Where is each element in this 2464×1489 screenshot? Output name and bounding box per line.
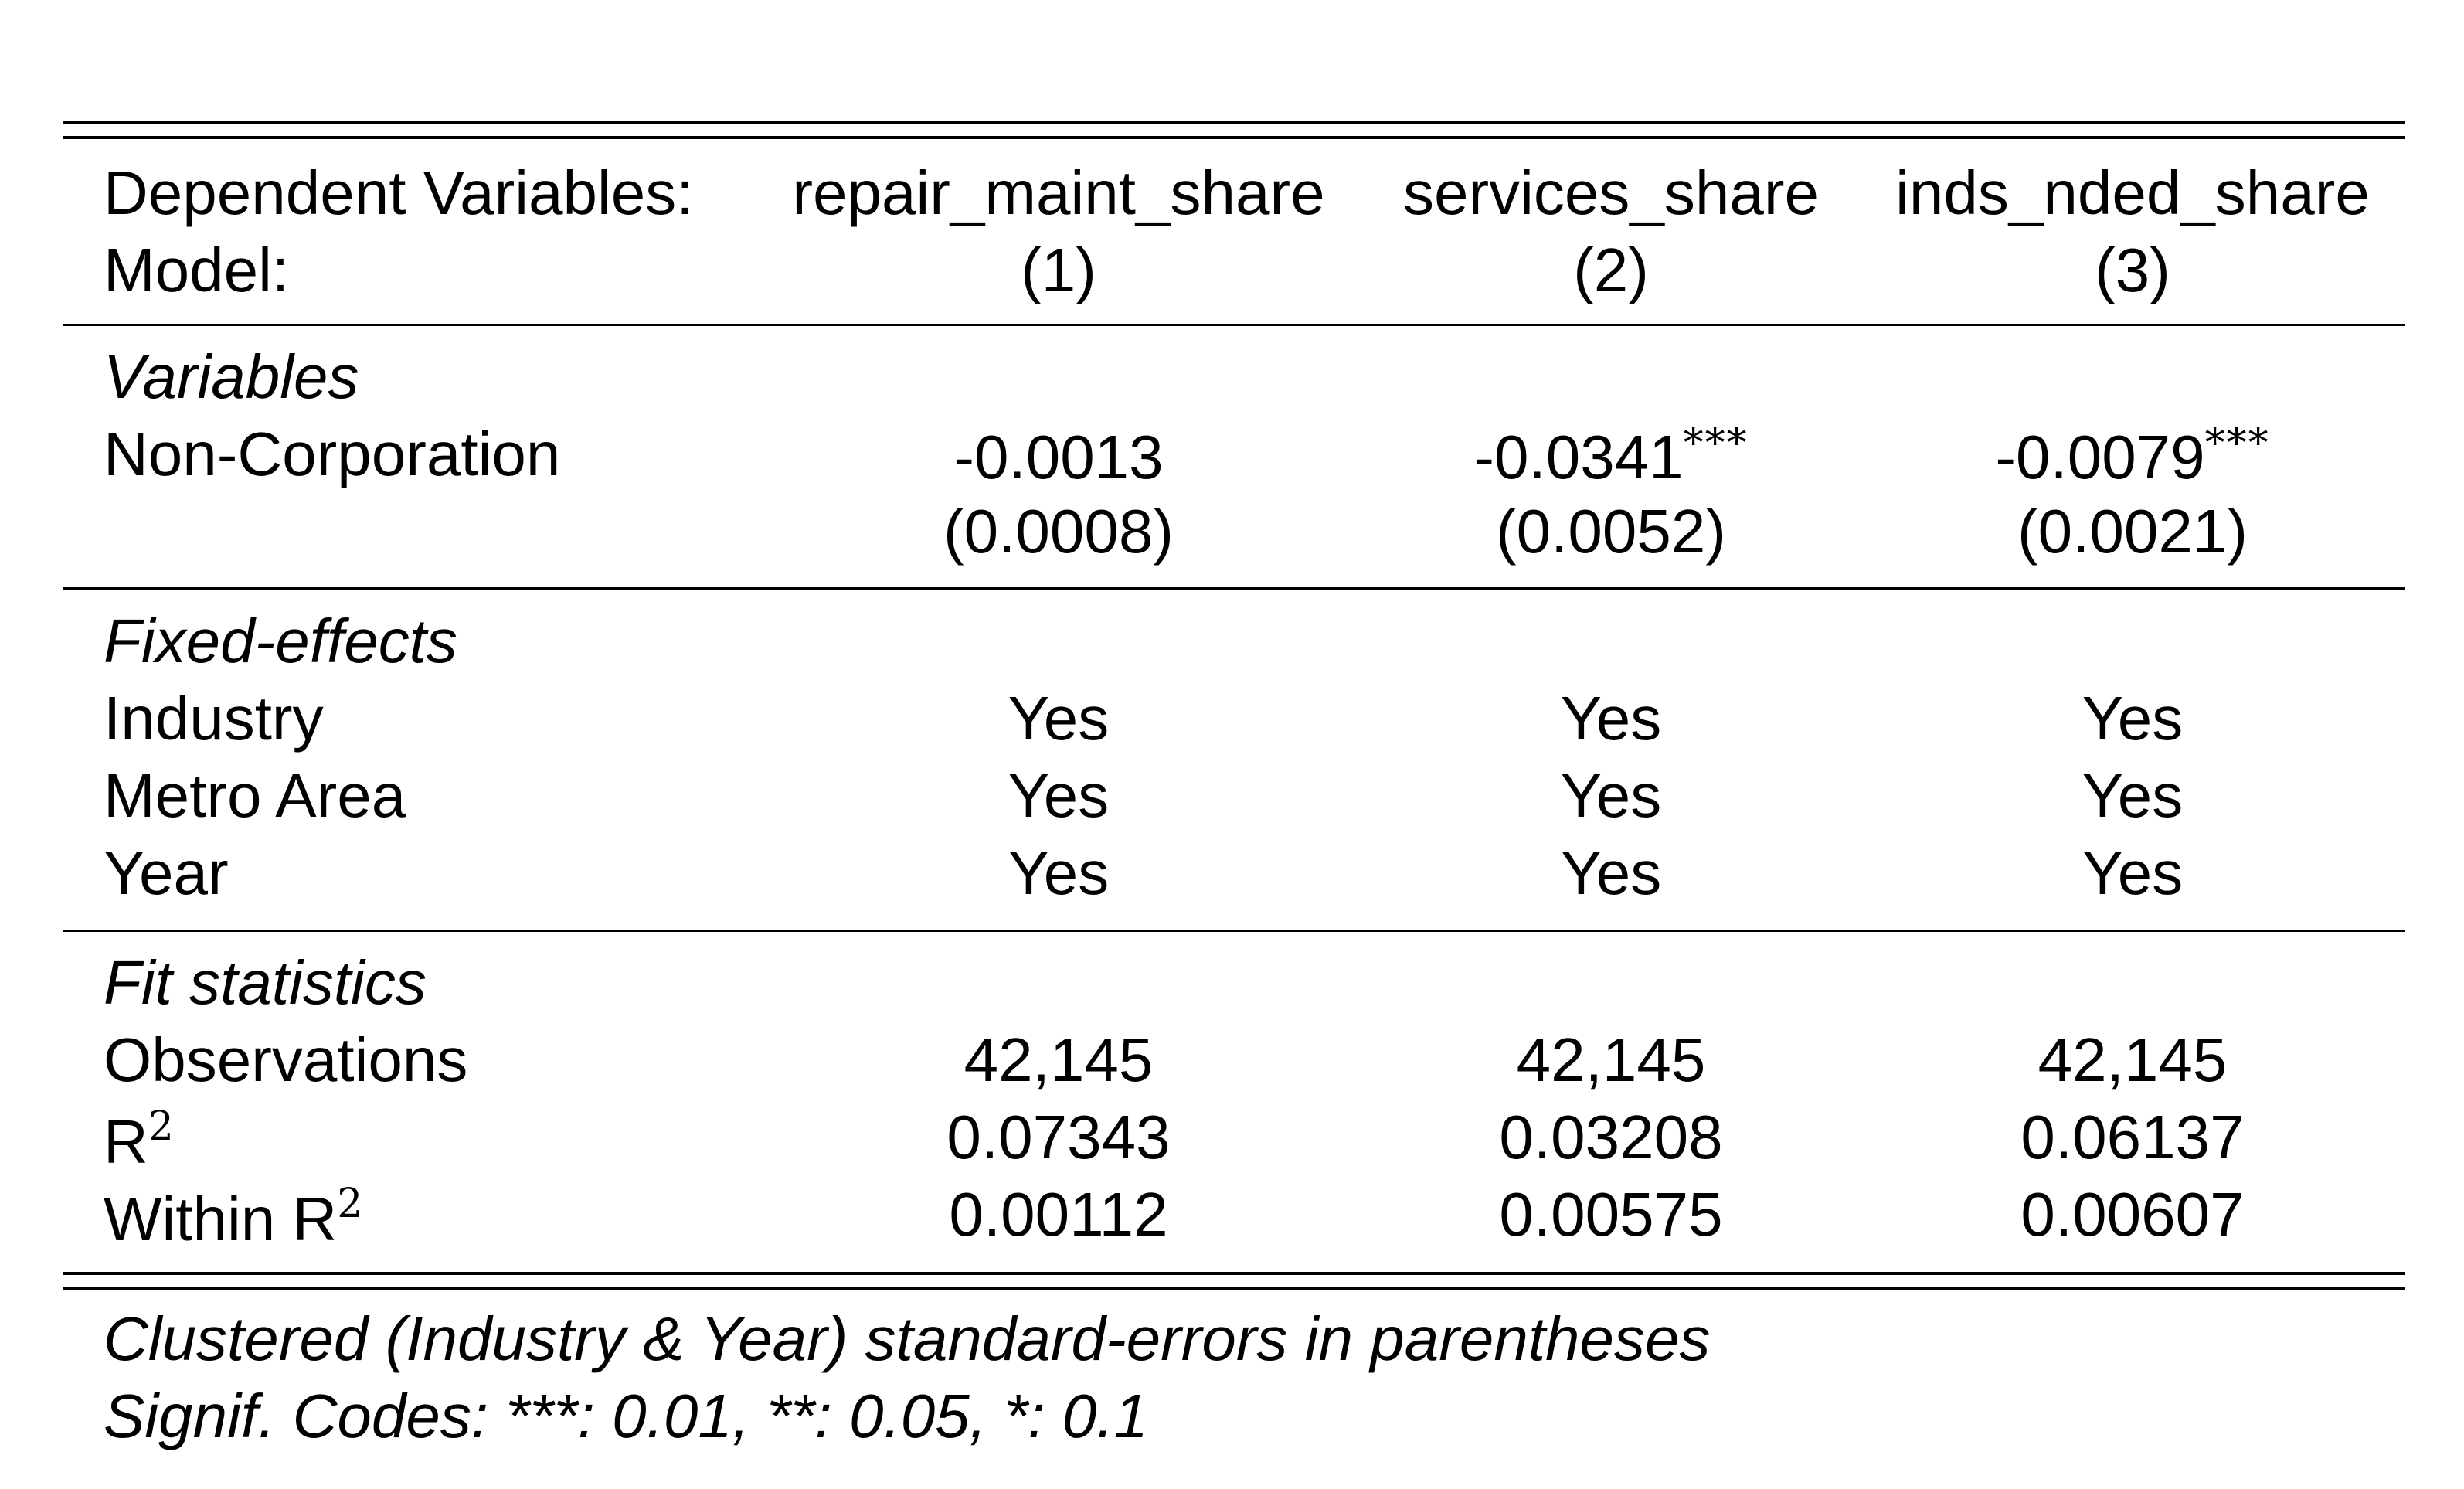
fit-statistics-section-label: Fit statistics — [104, 948, 427, 1017]
dep-var-col-3: inds_nded_share — [1895, 158, 2370, 227]
variables-rule — [63, 587, 2405, 590]
bottom-rule-outer — [63, 1272, 2405, 1275]
significance-stars-3: *** — [2204, 420, 2270, 467]
observations-col-1: 42,145 — [964, 1025, 1154, 1094]
std-error-col-3: (0.0021) — [2017, 497, 2248, 566]
model-col-2: (2) — [1573, 236, 1649, 304]
fe-industry-col-2: Yes — [1560, 684, 1662, 753]
model-label: Model: — [104, 236, 290, 304]
within-r2-col-1: 0.00112 — [949, 1180, 1168, 1249]
model-col-1: (1) — [1021, 236, 1096, 304]
fe-year-label: Year — [104, 838, 229, 907]
within-r2-label-text: Within R — [104, 1185, 338, 1253]
r2-col-1: 0.07343 — [947, 1103, 1171, 1171]
estimate-col-3: -0.0079*** — [1995, 423, 2269, 488]
r2-label-text: R — [104, 1107, 148, 1176]
observations-label: Observations — [104, 1025, 468, 1094]
r2-label: R2 — [104, 1107, 174, 1173]
fe-metro-area-col-2: Yes — [1560, 761, 1662, 830]
fe-year-col-1: Yes — [1008, 838, 1110, 907]
std-error-col-2: (0.0052) — [1496, 497, 1726, 566]
r2-col-2: 0.03208 — [1499, 1103, 1723, 1171]
footnote-standard-errors: Clustered (Industry & Year) standard-err… — [104, 1304, 1711, 1373]
significance-stars-2: *** — [1683, 420, 1749, 467]
estimate-value-3: -0.0079 — [1995, 423, 2205, 491]
fe-metro-area-label: Metro Area — [104, 761, 406, 830]
fixed-effects-section-label: Fixed-effects — [104, 607, 457, 675]
fe-industry-label: Industry — [104, 684, 324, 753]
fe-industry-col-3: Yes — [2082, 684, 2184, 753]
fe-year-col-2: Yes — [1560, 838, 1662, 907]
footnote-significance-codes: Signif. Codes: ***: 0.01, **: 0.05, *: 0… — [104, 1382, 1148, 1450]
within-r2-label: Within R2 — [104, 1184, 362, 1250]
estimate-col-2: -0.0341*** — [1473, 423, 1748, 488]
variables-section-label: Variables — [104, 342, 359, 411]
std-error-col-1: (0.0008) — [943, 497, 1174, 566]
dependent-variables-label: Dependent Variables: — [104, 158, 694, 227]
estimate-col-1: -0.0013 — [953, 423, 1163, 488]
fe-metro-area-col-1: Yes — [1008, 761, 1110, 830]
non-corporation-label: Non-Corporation — [104, 420, 561, 488]
r2-col-3: 0.06137 — [2020, 1103, 2245, 1171]
estimate-value-2: -0.0341 — [1473, 423, 1684, 491]
observations-col-3: 42,145 — [2037, 1025, 2228, 1094]
top-rule-inner — [63, 136, 2405, 139]
header-rule — [63, 324, 2405, 326]
fe-year-col-3: Yes — [2082, 838, 2184, 907]
dep-var-col-1: repair_maint_share — [792, 158, 1325, 227]
fe-metro-area-col-3: Yes — [2082, 761, 2184, 830]
fixed-effects-rule — [63, 930, 2405, 932]
observations-col-2: 42,145 — [1516, 1025, 1706, 1094]
estimate-value-1: -0.0013 — [953, 423, 1164, 491]
within-r2-col-2: 0.00575 — [1499, 1180, 1723, 1249]
fe-industry-col-1: Yes — [1008, 684, 1110, 753]
dep-var-col-2: services_share — [1402, 158, 1820, 227]
top-rule-outer — [63, 121, 2405, 124]
bottom-rule-inner — [63, 1287, 2405, 1290]
within-r2-col-3: 0.00607 — [2020, 1180, 2245, 1249]
model-col-3: (3) — [2095, 236, 2170, 304]
r2-label-superscript: 2 — [148, 1103, 174, 1150]
within-r2-label-superscript: 2 — [337, 1181, 363, 1227]
